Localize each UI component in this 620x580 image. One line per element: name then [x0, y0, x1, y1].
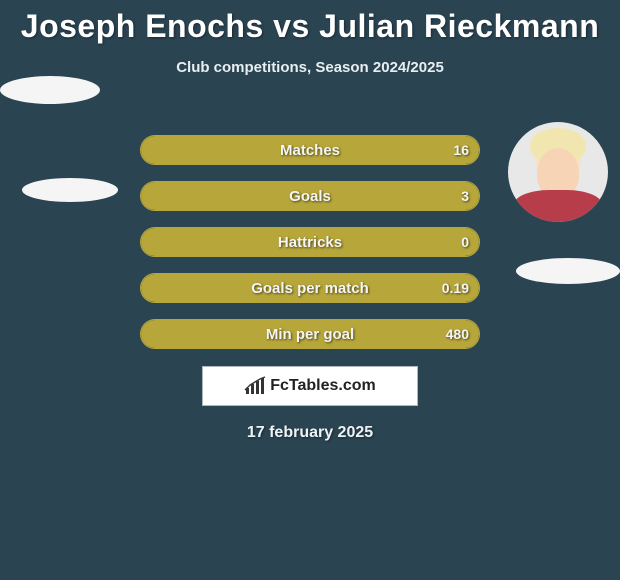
logo-chart-icon	[244, 376, 266, 396]
stats-container: Matches 16 Goals 3 Hattricks 0 Goals per match…	[0, 134, 620, 350]
stat-bar: Matches 16	[140, 135, 480, 165]
stat-label: Goals	[289, 188, 331, 205]
stat-label: Min per goal	[266, 326, 354, 343]
player-left-ellipse-1	[0, 76, 100, 104]
stat-row: Hattricks 0	[0, 226, 620, 258]
logo-box: FcTables.com	[202, 366, 418, 406]
stat-row: Goals per match 0.19	[0, 272, 620, 304]
stat-value-right: 0.19	[442, 280, 469, 296]
stat-label: Matches	[280, 142, 340, 159]
stat-bar: Goals 3	[140, 181, 480, 211]
stat-row: Min per goal 480	[0, 318, 620, 350]
stat-label: Goals per match	[251, 280, 369, 297]
stat-value-right: 480	[446, 326, 469, 342]
page-title: Joseph Enochs vs Julian Rieckmann	[0, 0, 620, 45]
stat-bar: Goals per match 0.19	[140, 273, 480, 303]
stat-label: Hattricks	[278, 234, 342, 251]
stat-value-right: 3	[461, 188, 469, 204]
date-text: 17 february 2025	[0, 424, 620, 442]
stat-bar: Min per goal 480	[140, 319, 480, 349]
page-subtitle: Club competitions, Season 2024/2025	[0, 59, 620, 76]
logo-text: FcTables.com	[270, 377, 376, 395]
stat-bar: Hattricks 0	[140, 227, 480, 257]
stat-row: Matches 16	[0, 134, 620, 166]
stat-row: Goals 3	[0, 180, 620, 212]
stat-value-right: 0	[461, 234, 469, 250]
stat-value-right: 16	[453, 142, 469, 158]
